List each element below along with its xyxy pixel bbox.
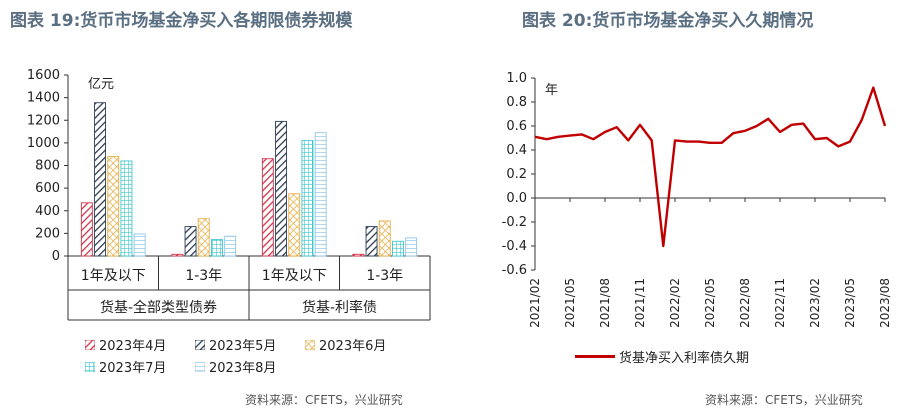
y-tick-label: 800 bbox=[35, 159, 60, 174]
x-tick-label: 2021/05 bbox=[563, 278, 577, 328]
x-tick-label: 2022/11 bbox=[773, 278, 787, 328]
y-tick-label: 0.8 bbox=[506, 95, 527, 110]
x-group-label: 货基-全部类型债券 bbox=[100, 299, 217, 316]
y-tick-label: 0.4 bbox=[506, 143, 527, 158]
y-tick-label: 1.0 bbox=[506, 71, 527, 86]
y-tick-label: -0.2 bbox=[502, 215, 527, 230]
bar bbox=[352, 253, 365, 257]
y-tick-label: 0.0 bbox=[506, 191, 527, 206]
legend-swatch-may bbox=[195, 339, 205, 350]
y-tick-label: 200 bbox=[35, 226, 60, 241]
bar bbox=[288, 193, 301, 257]
y-tick-label: 0.6 bbox=[506, 119, 527, 134]
legend-label-jul: 2023年7月 bbox=[99, 361, 167, 376]
bar bbox=[197, 218, 210, 257]
legend-swatch-aug bbox=[195, 361, 205, 372]
legend-item-aug: 2023年8月 bbox=[195, 357, 276, 376]
bar bbox=[261, 158, 274, 257]
y-tick-label: 0.2 bbox=[506, 167, 527, 182]
legend-item-may: 2023年5月 bbox=[195, 335, 276, 354]
legend-item-apr: 2023年4月 bbox=[85, 335, 166, 354]
left-source-note: 资料来源：CFETS，兴业研究 bbox=[245, 393, 403, 407]
left-bar-chart: 0 200 400 600 800 1000 1200 1400 1600 亿元 1年及以下 1-3年… bbox=[27, 68, 431, 321]
legend-label-apr: 2023年4月 bbox=[99, 339, 167, 354]
right-line-chart: -0.6 -0.4 -0.2 0.0 0.2 0.4 0.6 0.8 1.0 年 2021/02 20… bbox=[502, 71, 892, 328]
legend-label-may: 2023年5月 bbox=[209, 339, 277, 354]
legend-label-jun: 2023年6月 bbox=[319, 339, 387, 354]
x-group-label: 货基-利率债 bbox=[302, 299, 377, 316]
right-legend-line bbox=[575, 355, 615, 358]
series-line bbox=[534, 86, 887, 248]
y-tick-label: 1000 bbox=[27, 136, 60, 151]
bar bbox=[392, 240, 404, 257]
x-tick-label: 2022/05 bbox=[703, 278, 717, 328]
bar bbox=[365, 226, 378, 257]
x-tick-label: 2021/08 bbox=[598, 278, 612, 328]
y-tick-label: 1600 bbox=[27, 68, 60, 83]
y-tick-label: -0.6 bbox=[502, 263, 527, 278]
legend-swatch-jun bbox=[305, 339, 315, 350]
legend-swatch-apr bbox=[85, 339, 95, 350]
bar bbox=[120, 160, 133, 257]
bar bbox=[184, 226, 197, 257]
legend-item-jul: 2023年7月 bbox=[85, 357, 166, 376]
bar bbox=[94, 102, 107, 257]
x-tick-label: 2022/02 bbox=[668, 278, 682, 328]
y-unit-label: 年 bbox=[545, 83, 558, 98]
y-tick-label: 600 bbox=[35, 181, 60, 196]
x-tick-label: 2021/11 bbox=[633, 278, 647, 328]
right-chart-title: 图表 20:货币市场基金净买入久期情况 bbox=[522, 11, 814, 31]
x-tick-label: 2021/02 bbox=[528, 278, 542, 328]
bar bbox=[133, 233, 146, 257]
y-tick-label: -0.4 bbox=[502, 239, 527, 254]
right-legend-label: 货基净买入利率债久期 bbox=[619, 351, 750, 366]
legend-swatch-jul bbox=[85, 361, 95, 372]
bar bbox=[314, 132, 327, 257]
bar bbox=[405, 237, 418, 257]
bar bbox=[378, 220, 391, 257]
y-tick-label: 1200 bbox=[27, 113, 60, 128]
x-category-label: 1年及以下 bbox=[262, 268, 327, 284]
right-legend-item: 货基净买入利率债久期 bbox=[575, 347, 749, 366]
x-tick-label: 2023/02 bbox=[808, 278, 822, 328]
legend-label-aug: 2023年8月 bbox=[209, 361, 277, 376]
bar bbox=[107, 155, 120, 257]
x-tick-label: 2022/08 bbox=[738, 278, 752, 328]
y-tick-label: 400 bbox=[35, 204, 60, 219]
bar bbox=[275, 120, 287, 257]
right-source-note: 资料来源：CFETS，兴业研究 bbox=[705, 393, 863, 407]
x-category-label: 1年及以下 bbox=[81, 268, 146, 284]
legend-item-jun: 2023年6月 bbox=[305, 335, 386, 354]
x-category-label: 1-3年 bbox=[366, 268, 403, 284]
bar bbox=[301, 140, 314, 257]
bar bbox=[80, 202, 93, 257]
x-category-label: 1-3年 bbox=[185, 268, 222, 284]
x-tick-label: 2023/05 bbox=[843, 278, 857, 328]
y-tick-label: 0 bbox=[52, 249, 60, 264]
left-chart-title: 图表 19:货币市场基金净买入各期限债券规模 bbox=[10, 11, 353, 31]
bar bbox=[171, 253, 184, 257]
y-tick-label: 1400 bbox=[27, 91, 60, 106]
y-unit-label: 亿元 bbox=[88, 77, 114, 92]
x-tick-label: 2023/08 bbox=[878, 278, 892, 328]
bar bbox=[224, 235, 237, 257]
bar bbox=[210, 239, 223, 257]
